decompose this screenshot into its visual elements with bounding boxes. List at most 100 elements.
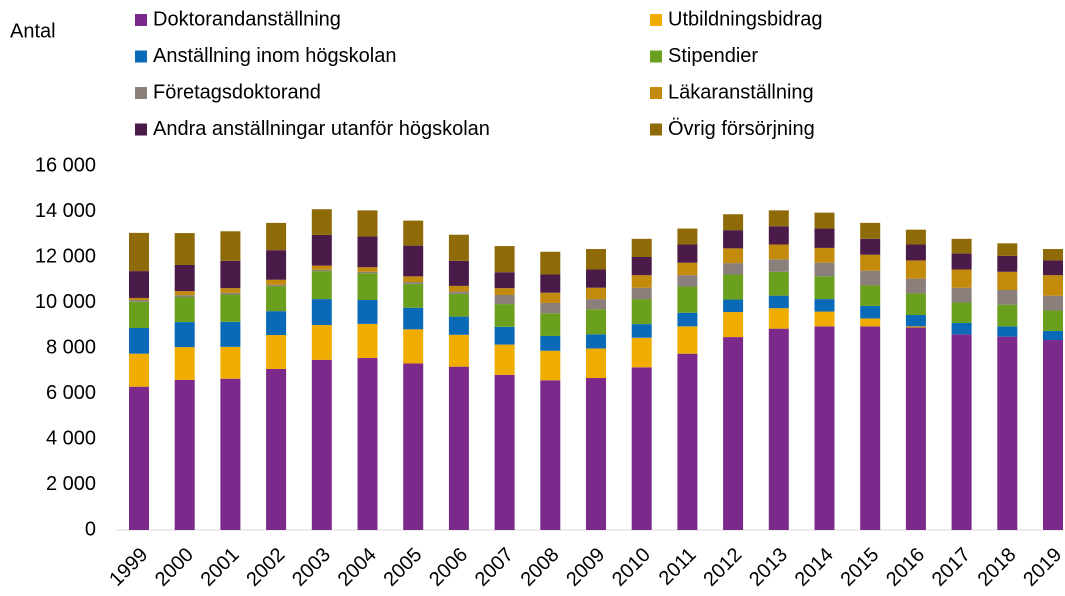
bar-segment <box>814 311 835 327</box>
bar-segment <box>311 299 332 326</box>
bar-segment <box>951 287 972 303</box>
bar-segment <box>723 214 744 231</box>
bar-segment <box>220 231 241 261</box>
bar-segment <box>403 245 424 277</box>
bar-segment <box>220 260 241 289</box>
y-tick-label: 12 000 <box>35 245 96 267</box>
bar-segment <box>220 294 241 322</box>
bar-segment <box>860 270 881 286</box>
bar-segment <box>357 210 378 237</box>
bar-segment <box>814 212 835 229</box>
bar-segment <box>768 328 789 530</box>
legend-label: Doktorandanställning <box>153 8 341 30</box>
bar-segment <box>357 273 378 300</box>
bar-segment <box>540 350 561 381</box>
bar-segment <box>357 271 378 274</box>
bar-segment <box>220 378 241 530</box>
bar-segment <box>540 302 561 314</box>
bar-segment <box>905 244 926 261</box>
bar-segment <box>677 353 698 530</box>
legend-label: Läkaranställning <box>668 81 814 103</box>
bar-segment <box>768 226 789 245</box>
bar-segment <box>631 257 652 276</box>
bar-segment <box>448 366 469 530</box>
bar-segment <box>997 326 1018 337</box>
x-tick-label: 2011 <box>655 544 701 590</box>
y-tick-label: 8 000 <box>46 336 96 358</box>
y-tick-label: 6 000 <box>46 382 96 404</box>
bar-segment <box>403 329 424 364</box>
x-tick-label: 2009 <box>562 544 609 591</box>
bar-segment <box>723 337 744 530</box>
x-tick-label: 2019 <box>1019 544 1065 591</box>
bar-segment <box>905 229 926 245</box>
bar-segment <box>311 325 332 360</box>
bar-segment <box>448 260 469 286</box>
x-tick-label: 2015 <box>836 544 883 591</box>
bar-segment <box>723 263 744 275</box>
bar-segment <box>357 323 378 359</box>
bar-segment <box>677 244 698 263</box>
legend-swatch <box>135 50 147 63</box>
bar-segment <box>951 238 972 254</box>
bar-segment <box>220 288 241 293</box>
bar-segment <box>860 326 881 530</box>
bar-segment <box>494 288 515 295</box>
x-tick-label: 2007 <box>471 544 518 591</box>
bar-segment <box>631 299 652 325</box>
bar-segment <box>403 276 424 283</box>
bar-segment <box>540 313 561 336</box>
x-tick-label: 2018 <box>974 544 1021 591</box>
bar-segment <box>448 285 469 292</box>
bar-segment <box>768 259 789 272</box>
bar-segment <box>586 378 606 530</box>
y-tick-label: 2 000 <box>46 473 96 495</box>
x-tick-label: 2017 <box>928 544 975 591</box>
x-tick-label: 2006 <box>425 544 472 591</box>
bar-segment <box>266 286 287 312</box>
x-tick-label: 2012 <box>699 544 746 591</box>
bar-segment <box>586 309 606 335</box>
x-tick-label: 2014 <box>791 544 838 591</box>
bar-segment <box>814 262 835 277</box>
bar-segment <box>860 285 881 306</box>
bar-segment <box>403 283 424 308</box>
bar-segment <box>174 297 195 323</box>
bar-segment <box>951 269 972 288</box>
bar-segment <box>448 293 469 317</box>
x-tick-label: 2010 <box>608 544 655 591</box>
bar-segment <box>1043 310 1063 331</box>
bar-segment <box>220 292 241 295</box>
bar-segment <box>540 251 561 275</box>
bar-segment <box>540 274 561 293</box>
bar-segment <box>357 299 378 324</box>
bar-segment <box>174 295 195 298</box>
legend-swatch <box>650 14 662 26</box>
bar-segment <box>174 264 195 292</box>
bar-segment <box>494 374 515 530</box>
bar-segment <box>768 295 789 309</box>
bar-segment <box>997 304 1018 327</box>
bar-segment <box>1043 249 1063 261</box>
bar-segment <box>814 326 835 530</box>
bar-segment <box>723 299 744 313</box>
bar-segment <box>723 230 744 249</box>
bar-segment <box>951 334 972 530</box>
bar-segment <box>586 348 606 379</box>
bar-segment <box>631 367 652 530</box>
bar-segment <box>951 253 972 270</box>
bar-segment <box>540 380 561 530</box>
bar-segment <box>860 305 881 319</box>
bar-segment <box>311 359 332 530</box>
y-tick-label: 16 000 <box>35 154 96 176</box>
bar-segment <box>129 299 149 302</box>
bar-segment <box>905 315 926 327</box>
legend-label: Utbildningsbidrag <box>668 8 823 30</box>
bar-segment <box>768 210 789 227</box>
bar-segment <box>997 255 1018 272</box>
bar-segment <box>723 312 744 338</box>
y-tick-label: 0 <box>85 518 96 540</box>
bar-segment <box>266 279 287 285</box>
bar-segment <box>174 379 195 530</box>
